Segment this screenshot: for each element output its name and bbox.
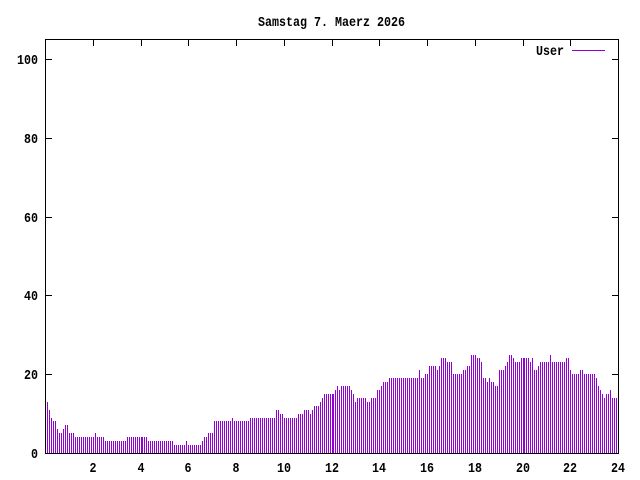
svg-text:18: 18 — [468, 462, 482, 477]
svg-text:0: 0 — [31, 448, 38, 463]
svg-text:10: 10 — [277, 462, 291, 477]
svg-text:100: 100 — [17, 54, 38, 69]
svg-text:20: 20 — [24, 369, 38, 384]
svg-text:22: 22 — [563, 462, 577, 477]
svg-text:2: 2 — [90, 462, 97, 477]
svg-text:16: 16 — [420, 462, 434, 477]
svg-text:80: 80 — [24, 133, 38, 148]
svg-text:14: 14 — [372, 462, 386, 477]
svg-text:4: 4 — [138, 462, 145, 477]
svg-text:40: 40 — [24, 290, 38, 305]
svg-text:12: 12 — [325, 462, 339, 477]
svg-text:Samstag 7. Maerz 2026: Samstag 7. Maerz 2026 — [258, 16, 405, 31]
svg-text:8: 8 — [233, 462, 240, 477]
svg-text:24: 24 — [611, 462, 625, 477]
svg-text:6: 6 — [185, 462, 192, 477]
svg-text:20: 20 — [516, 462, 530, 477]
svg-text:60: 60 — [24, 212, 38, 227]
svg-text:User: User — [536, 45, 564, 60]
